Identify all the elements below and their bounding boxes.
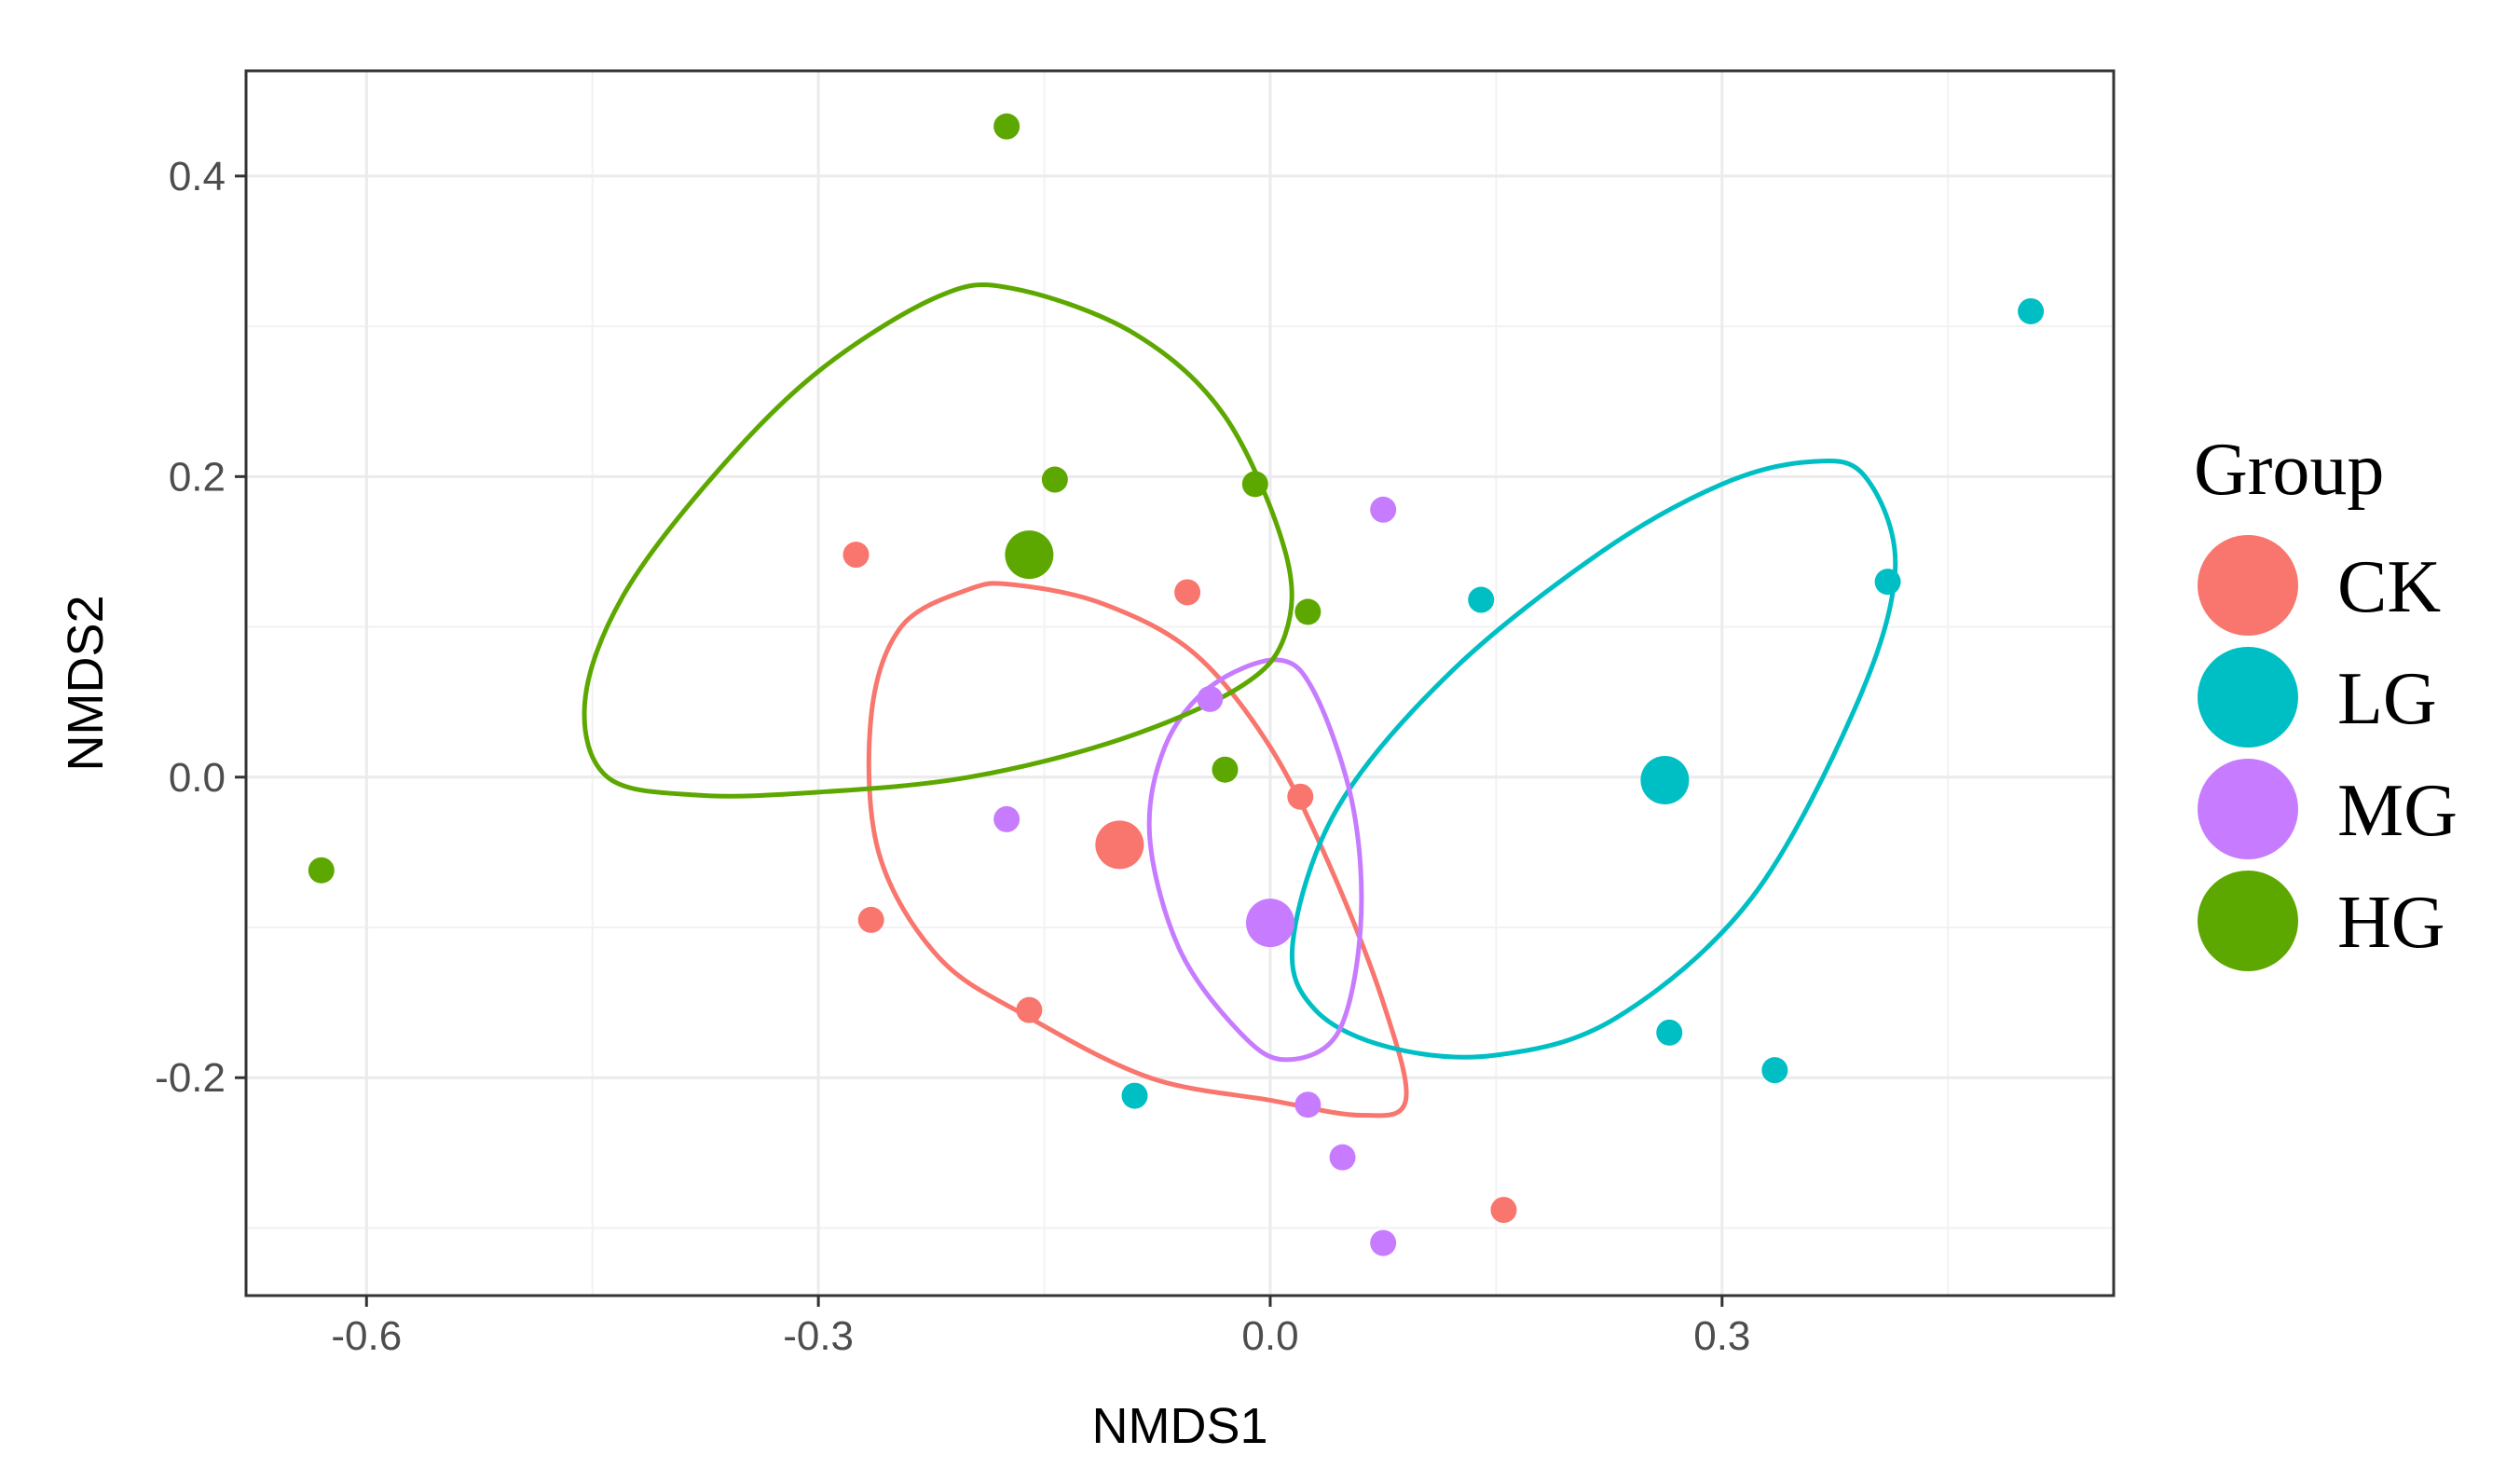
point-lg [1121,1082,1148,1109]
ellipse-ck [866,581,1409,1118]
legend-key-lg [2198,647,2298,748]
point-hg [1294,598,1322,625]
x-axis-ticks: -0.6 -0.3 0.0 0.3 [331,1296,1750,1359]
point-ck [1174,579,1201,606]
ellipse-mg [1146,657,1364,1063]
ellipse-lg [1289,459,1898,1060]
plot-panel-border [244,69,2116,1297]
centroid-hg [1005,530,1054,580]
point-hg [1041,466,1068,493]
x-tick-label: -0.6 [331,1313,402,1359]
legend-key-hg [2198,871,2298,971]
legend-key-ck [2198,535,2298,636]
grid-minor [246,71,2114,1296]
point-mg [1294,1091,1322,1118]
grid-major [246,71,2114,1296]
ellipse-hg [582,281,1294,799]
point-hg [1241,471,1268,498]
point-ck [1016,996,1043,1023]
point-lg [1656,1019,1683,1046]
point-ck [1490,1197,1517,1224]
x-tick-label: -0.3 [783,1313,854,1359]
point-ck [857,906,884,933]
x-axis-title: NMDS1 [1091,1398,1267,1454]
point-mg [1370,1229,1397,1256]
point-lg [1874,569,1901,596]
legend-label-lg: LG [2337,658,2437,740]
point-mg [993,805,1020,832]
point-hg [993,113,1020,140]
point-mg [1329,1144,1356,1171]
y-axis-ticks: -0.2 0.0 0.2 0.4 [155,154,246,1101]
data-points [308,113,2045,1256]
y-tick-label: 0.0 [169,755,226,801]
y-axis-title: NMDS2 [58,595,114,771]
point-mg [1197,685,1224,712]
point-hg [1212,756,1239,783]
point-hg [308,857,335,884]
y-tick-label: -0.2 [155,1055,226,1101]
legend: Group CK LG MG HG [2194,429,2458,971]
point-lg [1468,586,1495,613]
x-tick-label: 0.0 [1241,1313,1298,1359]
y-tick-label: 0.2 [169,454,226,500]
point-mg [1370,496,1397,523]
point-lg [2018,297,2045,324]
point-lg [1761,1057,1788,1084]
centroid-mg [1245,899,1294,948]
legend-label-hg: HG [2337,882,2445,964]
legend-title: Group [2194,429,2384,511]
legend-label-mg: MG [2337,770,2458,852]
x-tick-label: 0.3 [1693,1313,1750,1359]
legend-key-mg [2198,759,2298,859]
point-ck [1287,783,1314,810]
legend-label-ck: CK [2337,546,2441,628]
y-tick-label: 0.4 [169,154,226,199]
centroid-lg [1640,755,1690,804]
point-ck [842,542,870,569]
plot-background [246,71,2114,1296]
confidence-ellipses [582,281,1898,1118]
centroid-ck [1095,820,1144,870]
